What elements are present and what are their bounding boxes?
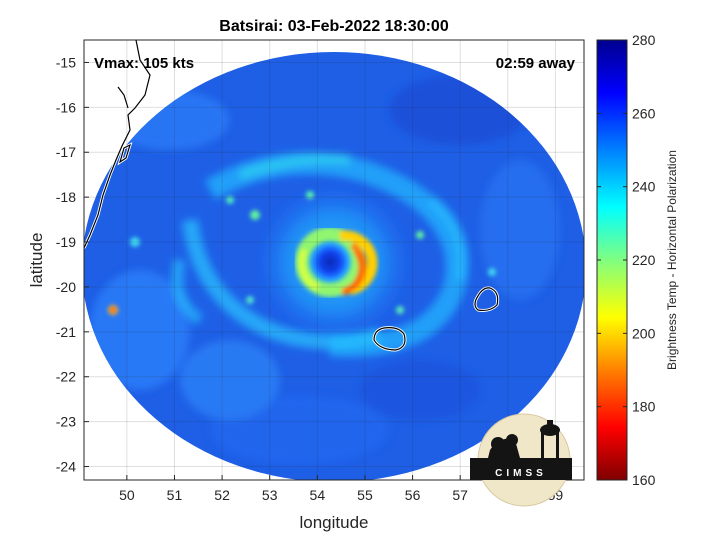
y-tick-label: -24: [56, 459, 76, 475]
colorbar-tick-label: 220: [632, 252, 656, 268]
y-tick-label: -21: [56, 324, 76, 340]
colorbar-ticks: 160 180 200 220 240 260 280: [597, 32, 656, 488]
mauritius-coast: [474, 287, 499, 312]
colorbar-tick-label: 280: [632, 32, 656, 48]
coastlines: [84, 40, 500, 352]
x-tick-label: 50: [119, 487, 135, 503]
colorbar-tick-label: 160: [632, 472, 656, 488]
colorbar-tick-label: 200: [632, 325, 656, 341]
x-axis-label: longitude: [299, 513, 368, 532]
swath-image: [84, 52, 584, 480]
y-tick-label: -22: [56, 369, 76, 385]
y-axis-ticks: -15 -16 -17 -18 -19 -20 -21 -22 -23 -24: [56, 54, 89, 475]
x-tick-label: 52: [214, 487, 230, 503]
y-tick-label: -19: [56, 234, 76, 250]
colorbar: 160 180 200 220 240 260 280 Brightness Temp - …: [596, 32, 679, 488]
y-axis-label: latitude: [27, 233, 46, 288]
reunion-coast: [373, 327, 406, 351]
y-tick-label: -23: [56, 414, 76, 430]
colorbar-label: Brightness Temp - Horizontal Polarizatio…: [665, 150, 679, 370]
x-tick-label: 56: [405, 487, 421, 503]
colorbar-tick-label: 240: [632, 179, 656, 195]
cimss-logo-text: CIMSS: [495, 468, 547, 479]
y-tick-label: -18: [56, 189, 76, 205]
madagascar-coast: [84, 40, 151, 249]
colorbar-tick-label: 260: [632, 105, 656, 121]
time-away-annotation: 02:59 away: [496, 55, 576, 72]
plot-frame: [83, 39, 585, 481]
colorbar-gradient: [596, 39, 628, 481]
x-tick-label: 53: [262, 487, 278, 503]
x-tick-label: 54: [310, 487, 326, 503]
y-tick-label: -15: [56, 54, 76, 70]
cimss-logo: CIMSS: [470, 413, 572, 507]
chart-title: Batsirai: 03-Feb-2022 18:30:00: [219, 18, 449, 35]
colorbar-tick-label: 180: [632, 399, 656, 415]
x-tick-label: 51: [167, 487, 183, 503]
y-tick-label: -17: [56, 144, 76, 160]
x-tick-label: 57: [452, 487, 468, 503]
vmax-annotation: Vmax: 105 kts: [94, 55, 194, 72]
x-tick-label: 55: [357, 487, 373, 503]
y-tick-label: -20: [56, 279, 76, 295]
y-tick-label: -16: [56, 99, 76, 115]
